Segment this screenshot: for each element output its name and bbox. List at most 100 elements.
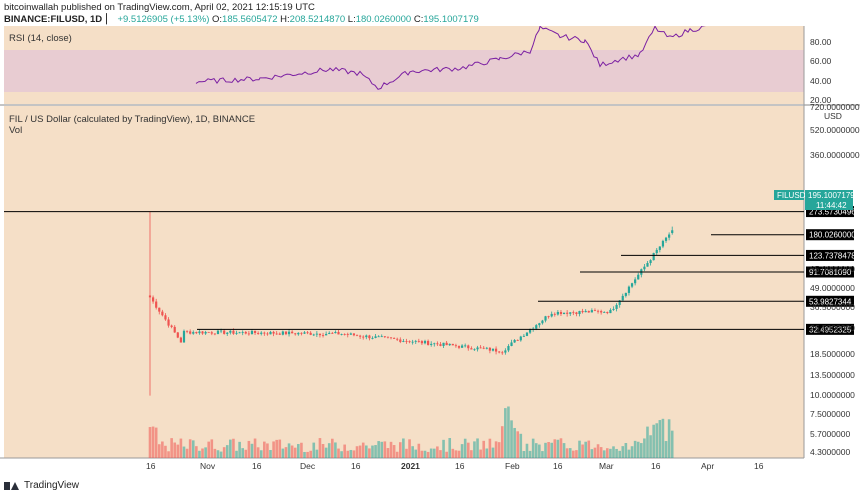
volume-bar: [312, 442, 316, 458]
candle-body: [624, 292, 627, 296]
volume-bar: [649, 435, 652, 458]
candle-body: [668, 234, 671, 238]
volume-bar: [429, 448, 433, 458]
horizontal-levels[interactable]: 273.5730496 180.0260000 123.7378478 91.7081…: [4, 206, 856, 335]
low-value: 180.0260000: [355, 14, 412, 25]
candle-body: [179, 337, 182, 343]
volume-bar: [559, 438, 563, 458]
candle-body: [575, 312, 578, 315]
candle-body: [226, 332, 229, 334]
volume-bar: [321, 444, 325, 458]
volume-bar: [380, 441, 384, 458]
candle-body: [544, 316, 547, 321]
volume-bar: [609, 448, 612, 458]
close-label: C:: [413, 14, 424, 25]
candle-body: [572, 312, 575, 314]
volume-bar: [272, 441, 275, 458]
candle-body: [164, 315, 167, 320]
candle-body: [269, 331, 272, 335]
volume-bar: [507, 406, 510, 458]
candle-body: [621, 295, 624, 301]
volume-bar: [411, 446, 414, 458]
time-tick: 16: [146, 461, 156, 471]
volume-bar: [352, 450, 356, 458]
candle-body: [383, 336, 386, 338]
volume-bar: [318, 438, 322, 458]
volume-bar: [287, 443, 291, 458]
candle-body: [238, 332, 241, 334]
volume-bar: [473, 441, 476, 458]
candle-body: [380, 336, 383, 338]
candle-body: [559, 311, 563, 315]
level-price-tag: [806, 249, 854, 261]
volume-bar: [241, 448, 244, 458]
candle-body: [334, 331, 337, 334]
chart-area[interactable]: 273.5730496 180.0260000 123.7378478 91.7081…: [0, 26, 860, 476]
candle-body: [442, 342, 445, 346]
publish-info: bitcoinwallah published on TradingView.c…: [4, 2, 315, 13]
vol-label: Vol: [9, 125, 22, 136]
volume-bar: [510, 420, 513, 458]
volume-bar: [439, 450, 442, 458]
volume-bar: [389, 441, 393, 458]
candle-body: [263, 332, 266, 334]
candle-body: [457, 346, 461, 348]
candle-body: [643, 266, 646, 270]
volume-bar: [293, 447, 297, 458]
volume-bar: [432, 448, 436, 458]
price-tick: 26.5000000: [810, 323, 855, 333]
candle-body: [229, 330, 232, 333]
candle-body: [488, 347, 491, 351]
candle-body: [618, 300, 621, 305]
candle-body: [213, 333, 216, 335]
time-tick: 16: [455, 461, 465, 471]
candle-body: [417, 340, 420, 342]
candle-body: [219, 330, 223, 332]
volume-bars: [148, 406, 674, 458]
footer[interactable]: TradingView: [4, 480, 79, 491]
candle-body: [294, 333, 297, 335]
time-tick: Feb: [505, 461, 520, 471]
candle-body: [253, 330, 257, 333]
volume-bar: [167, 451, 170, 458]
level-price-label: 123.7378478: [809, 251, 856, 260]
volume-bar: [303, 451, 306, 458]
volume-bar: [522, 451, 526, 458]
candle-body: [470, 348, 473, 350]
volume-bar: [235, 450, 238, 458]
candle-body: [368, 335, 371, 339]
candle-body: [569, 312, 572, 314]
candle-body: [649, 260, 652, 264]
volume-bar: [457, 450, 461, 458]
volume-bar: [646, 426, 649, 458]
volume-bar: [216, 450, 220, 458]
candle-body: [300, 332, 303, 334]
candle-body: [315, 333, 318, 335]
candle-body: [513, 340, 516, 343]
candle-body: [346, 334, 349, 335]
volume-bar: [263, 441, 266, 458]
volume-bar: [148, 427, 152, 458]
price-tick: 65.0000000: [810, 264, 855, 274]
candle-body: [550, 313, 553, 317]
volume-bar: [176, 444, 180, 458]
volume-bar: [479, 449, 482, 458]
candle-body: [352, 333, 356, 336]
candle-body: [204, 331, 207, 334]
candle-body: [170, 325, 173, 327]
candle-body: [244, 331, 247, 334]
volume-bar: [222, 447, 226, 458]
candle-body: [349, 333, 352, 335]
candle-body: [430, 343, 433, 345]
low-label: L:: [347, 14, 356, 25]
level-price-label: 32.4952325: [809, 325, 852, 334]
volume-bar: [587, 440, 591, 458]
price-tick: 18.5000000: [810, 349, 855, 359]
volume-bar: [210, 439, 214, 458]
volume-bar: [448, 438, 452, 458]
price-tick: 13.5000000: [810, 370, 855, 380]
volume-bar: [340, 451, 343, 458]
volume-bar: [661, 418, 665, 458]
candle-body: [309, 332, 312, 335]
volume-bar: [556, 439, 560, 458]
